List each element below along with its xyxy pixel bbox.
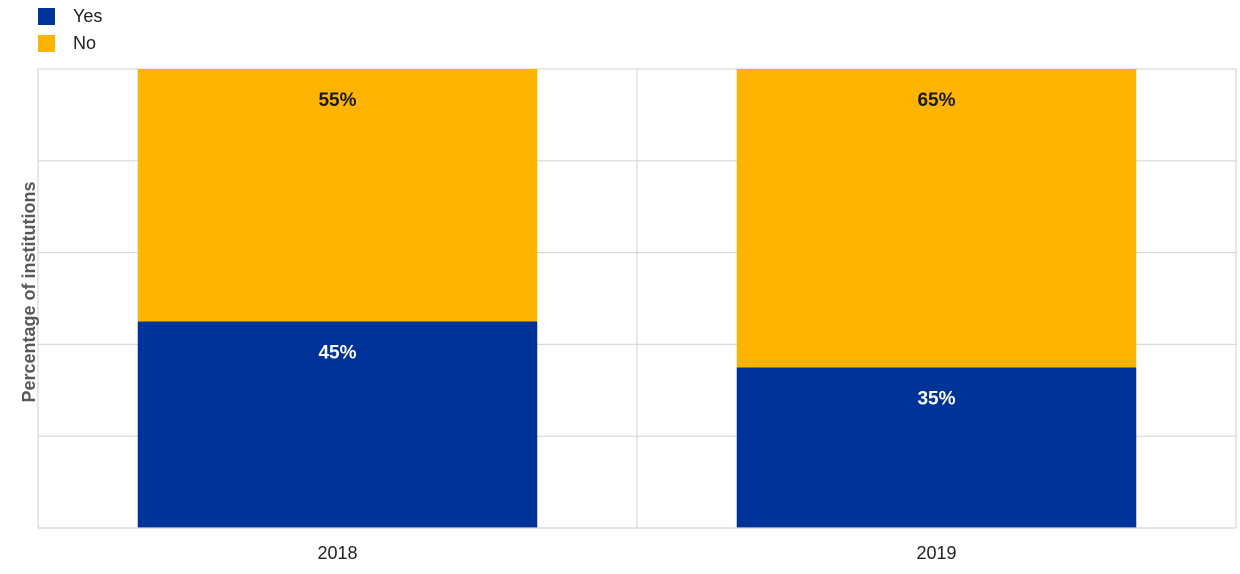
x-tick-label-2018: 2018 <box>317 543 357 563</box>
legend-item-no: No <box>38 30 102 57</box>
axes: 2018 2019 <box>38 527 1236 563</box>
bar-no-2019 <box>736 69 1137 368</box>
legend-label-no: No <box>73 33 97 53</box>
data-labels: 45% 55% 35% 65% <box>318 90 955 409</box>
legend-swatch-yes <box>38 8 55 25</box>
legend: Yes No <box>38 3 102 57</box>
legend-swatch-no <box>38 35 55 52</box>
data-label-yes-2018: 45% <box>318 342 356 363</box>
legend-item-yes: Yes <box>38 3 102 30</box>
legend-label-yes: Yes <box>73 6 103 26</box>
y-axis-label: Percentage of institutions <box>19 181 39 402</box>
data-label-no-2018: 55% <box>318 90 356 111</box>
bars <box>137 69 1137 528</box>
data-label-no-2019: 65% <box>917 90 955 111</box>
x-tick-label-2019: 2019 <box>916 543 956 563</box>
bar-yes-2019 <box>736 367 1137 528</box>
bar-no-2018 <box>137 69 538 322</box>
data-label-yes-2019: 35% <box>917 388 955 409</box>
bar-yes-2018 <box>137 321 538 528</box>
